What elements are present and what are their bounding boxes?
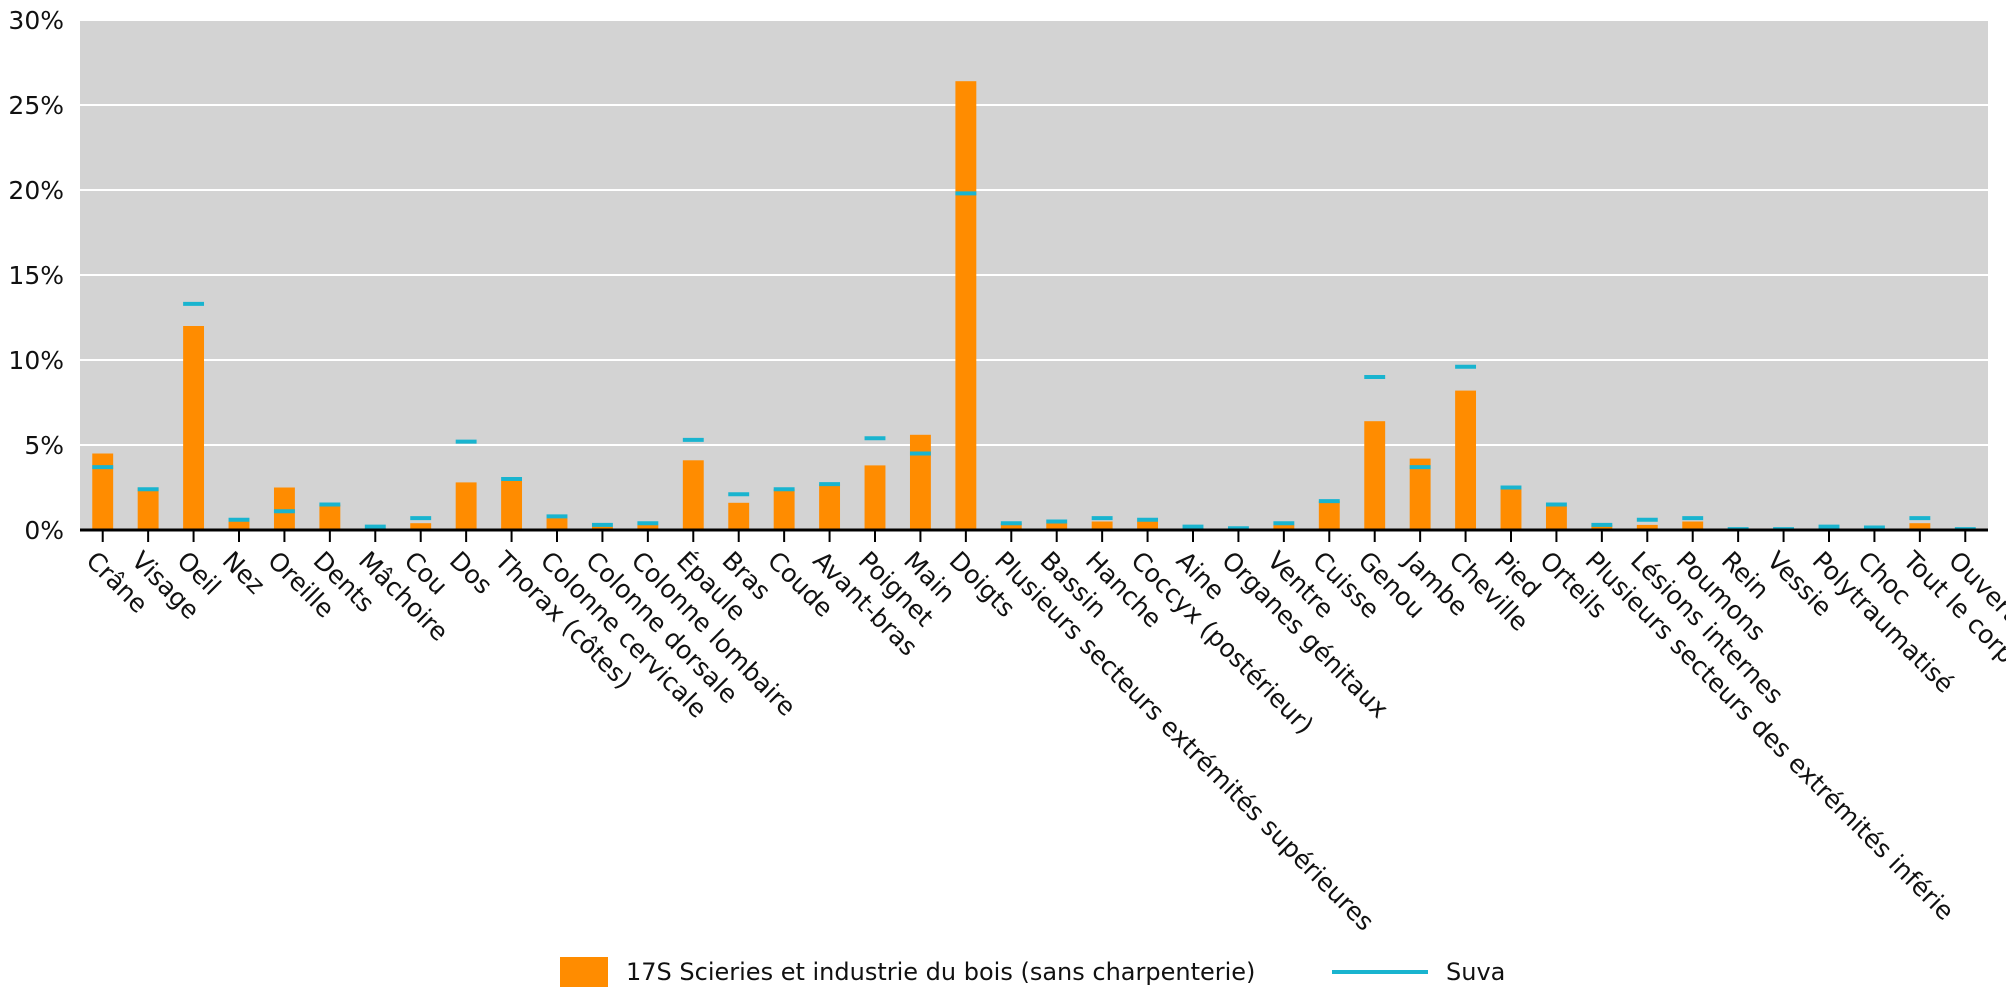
legend-label-bars: 17S Scieries et industrie du bois (sans … [626,958,1256,986]
bar [1000,523,1022,530]
bar [1591,524,1613,530]
bar [1364,421,1386,530]
bar [1500,489,1522,530]
legend-item-suva: Suva [1332,955,1505,989]
bar [228,521,250,530]
bar [1682,521,1704,530]
bar [1909,523,1931,530]
bar [1318,501,1340,530]
bar [1455,390,1477,530]
x-tick-label: Nez [217,546,271,600]
legend-swatch-line [1332,970,1428,974]
bar [1137,521,1159,530]
bar [1409,458,1431,530]
bar [682,460,704,530]
gridlines [80,19,1988,446]
bar [1046,523,1068,530]
x-tick-labels: CrâneVisageOeilNezOreilleDentsMâchoireCo… [80,544,2006,936]
bar [92,453,114,530]
bar [183,326,205,530]
bar [955,81,977,530]
y-tick-label: 25% [8,91,64,120]
bar [137,487,159,530]
bar [1273,524,1295,530]
bar [819,484,841,530]
bar [1545,506,1567,530]
bar [637,524,659,530]
bar [773,489,795,530]
bar [273,487,295,530]
legend: 17S Scieries et industrie du bois (sans … [0,955,2006,995]
bar [546,518,568,530]
bar [591,526,613,530]
y-tick-label: 30% [8,6,64,35]
legend-label-suva: Suva [1446,958,1506,986]
y-tick-label: 0% [24,516,64,545]
axes [80,528,1988,542]
y-tick-label: 15% [8,261,64,290]
bar [501,480,523,530]
bar [909,434,931,530]
bar [1091,521,1113,530]
bar [319,504,341,530]
bar [864,465,886,530]
y-tick-label: 10% [8,346,64,375]
legend-swatch-bar [560,957,608,987]
y-tick-label: 20% [8,176,64,205]
legend-item-bars: 17S Scieries et industrie du bois (sans … [560,955,1255,989]
y-tick-label: 5% [24,431,64,460]
bar [455,482,477,530]
bar [410,523,432,530]
y-tick-labels: 0% 5% 10% 15% 20% 25% 30% [8,6,64,545]
bar [728,502,750,530]
x-tick-label: Dos [444,546,498,600]
bar [1636,524,1658,530]
